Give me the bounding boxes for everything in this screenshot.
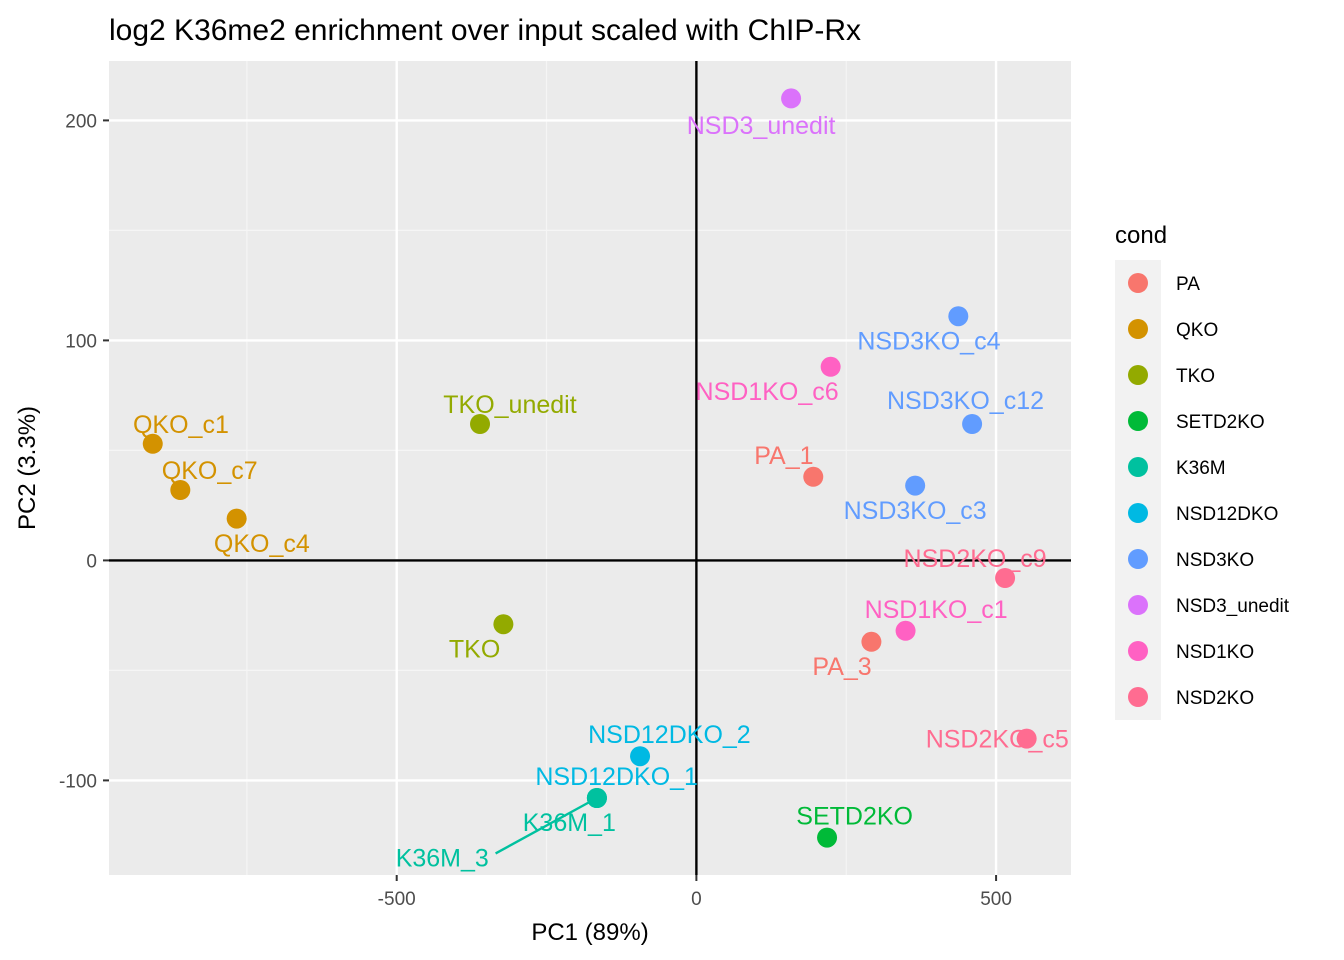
data-point	[817, 827, 838, 848]
y-tick-label: -100	[59, 771, 97, 792]
legend-label: NSD3KO	[1176, 550, 1254, 571]
point-label: SETD2KO	[796, 803, 913, 831]
legend-label: QKO	[1176, 320, 1218, 341]
data-points	[142, 88, 1037, 848]
legend-label: SETD2KO	[1176, 412, 1265, 433]
x-tick-label: 500	[980, 889, 1012, 910]
data-point	[861, 631, 882, 652]
legend-key	[1128, 411, 1148, 431]
point-label: QKO_c4	[214, 530, 310, 558]
legend-title: cond	[1115, 222, 1167, 249]
point-label: NSD12DKO_1	[535, 763, 698, 791]
y-axis-label: PC2 (3.3%)	[14, 406, 41, 530]
legend: cond PA QKO TKO SETD2KO K36M NSD12DKO NSD3KO NS…	[1115, 222, 1290, 720]
y-axis: -100 0 100 200	[59, 111, 109, 792]
data-point	[820, 356, 841, 377]
point-label: PA_3	[812, 653, 871, 681]
legend-key	[1128, 595, 1148, 615]
point-label: QKO_c7	[162, 457, 258, 485]
point-label: K36M_1	[523, 809, 616, 837]
point-label: PA_1	[754, 442, 813, 470]
point-label: K36M_3	[396, 844, 489, 872]
legend-key	[1128, 457, 1148, 477]
point-label: TKO	[449, 635, 500, 663]
data-point	[962, 414, 983, 434]
leader-line	[495, 796, 598, 855]
point-label: NSD3KO_c3	[844, 497, 987, 525]
legend-key	[1128, 549, 1148, 569]
data-point	[493, 614, 514, 635]
data-point	[170, 480, 191, 500]
data-point	[630, 746, 651, 767]
legend-key	[1128, 687, 1148, 707]
data-point	[995, 568, 1016, 588]
point-label: NSD1KO_c1	[865, 596, 1008, 624]
data-point	[895, 620, 916, 641]
legend-label: NSD3_unedit	[1176, 596, 1290, 617]
point-label: NSD1KO_c6	[696, 378, 839, 406]
data-point	[948, 306, 969, 327]
legend-key	[1128, 273, 1148, 293]
legend-key	[1128, 319, 1148, 339]
x-axis: -500 0 500	[378, 875, 1012, 910]
point-labels: NSD3_unedit NSD3KO_c4 NSD1KO_c6 NSD3KO_c12 P…	[133, 112, 1069, 873]
point-label: QKO_c1	[133, 411, 229, 439]
point-label: NSD12DKO_2	[588, 721, 751, 749]
y-tick-label: 0	[86, 551, 97, 572]
data-point	[142, 433, 163, 454]
legend-label: NSD1KO	[1176, 642, 1254, 663]
legend-label: K36M	[1176, 458, 1226, 479]
x-tick-label: -500	[378, 889, 416, 910]
data-point	[226, 508, 247, 529]
zero-lines	[109, 61, 1071, 875]
point-label: NSD3_unedit	[687, 112, 836, 140]
legend-key	[1128, 503, 1148, 523]
data-point	[905, 475, 926, 496]
legend-label: TKO	[1176, 366, 1215, 387]
legend-key	[1128, 365, 1148, 385]
point-label: NSD3KO_c4	[857, 327, 1000, 355]
data-point	[470, 414, 491, 434]
legend-label: NSD12DKO	[1176, 504, 1278, 525]
plot-panel	[109, 61, 1071, 875]
legend-label: NSD2KO	[1176, 688, 1254, 709]
label-leader-lines	[495, 796, 598, 855]
point-label: NSD2KO_c9	[904, 545, 1047, 573]
data-point	[803, 466, 824, 487]
x-axis-label: PC1 (89%)	[531, 919, 648, 946]
legend-label: PA	[1176, 274, 1200, 295]
chart-title: log2 K36me2 enrichment over input scaled…	[109, 14, 861, 47]
point-label: NSD2KO_c5	[926, 726, 1069, 754]
legend-key	[1128, 641, 1148, 661]
data-point	[1016, 728, 1037, 749]
point-label: NSD3KO_c12	[887, 387, 1044, 415]
x-tick-label: 0	[691, 889, 702, 910]
y-tick-label: 100	[65, 331, 97, 352]
grid-minor	[109, 61, 1071, 875]
data-point	[781, 88, 802, 109]
data-point	[586, 788, 607, 808]
y-tick-label: 200	[65, 111, 97, 132]
point-label: TKO_unedit	[443, 391, 576, 419]
